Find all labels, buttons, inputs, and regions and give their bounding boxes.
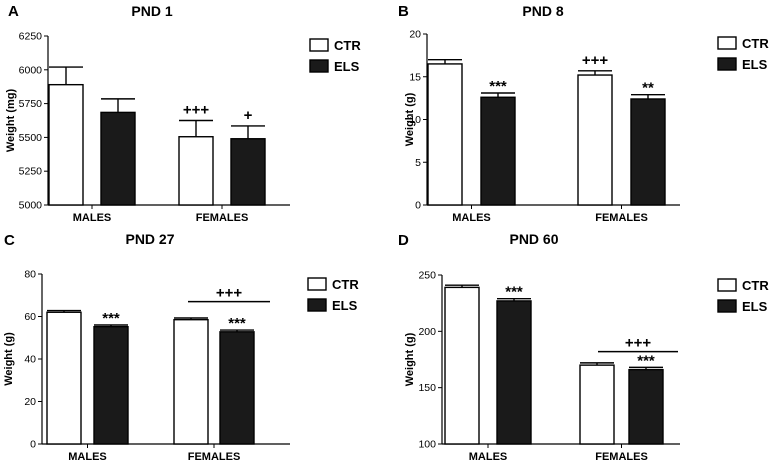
significance-annotation: **: [642, 80, 654, 97]
bar-ctr-females: [577, 74, 613, 206]
y-tick-label: 5750: [19, 98, 43, 110]
panel-letter: D: [398, 232, 409, 249]
y-tick-label: 150: [418, 382, 436, 394]
legend-swatch-els: [309, 59, 329, 73]
legend-swatch-ctr: [309, 38, 329, 52]
panel-letter: C: [4, 232, 15, 249]
y-tick-label: 20: [409, 29, 421, 41]
x-tick-label: MALES: [452, 212, 491, 224]
bar-els-males: [100, 111, 136, 206]
x-tick-label: FEMALES: [595, 212, 648, 224]
bracket-annotation: +++: [625, 335, 652, 352]
y-tick-label: 20: [24, 396, 36, 408]
significance-annotation: ***: [228, 315, 246, 332]
chart-panel-a: A PND 1 5000 5250 5500 5750 6000 6250 Weight (mg…: [5, 3, 361, 224]
significance-annotation: +: [244, 107, 253, 124]
bar-els-males: [480, 96, 516, 206]
chart-title: PND 60: [509, 231, 558, 247]
y-tick-label: 5250: [19, 166, 43, 178]
x-tick-label: FEMALES: [595, 451, 648, 462]
y-tick-label: 60: [24, 311, 36, 323]
y-tick-label: 6250: [19, 31, 43, 43]
legend-label-ctr: CTR: [334, 38, 361, 53]
x-tick-label: MALES: [73, 212, 112, 224]
y-tick-label: 5500: [19, 132, 43, 144]
legend-swatch-ctr: [717, 278, 737, 292]
significance-annotation: ***: [505, 284, 523, 301]
y-tick-label: 100: [418, 439, 436, 451]
bracket-annotation: +++: [216, 285, 243, 302]
legend-swatch-ctr: [307, 277, 327, 291]
bar-els-females: [628, 368, 664, 445]
x-tick-label: MALES: [469, 451, 508, 462]
y-tick-label: 5000: [19, 200, 43, 212]
y-tick-label: 80: [24, 269, 36, 281]
bar-els-males: [93, 326, 129, 445]
legend-swatch-els: [307, 298, 327, 312]
y-tick-label: 5: [415, 157, 421, 169]
y-axis-label: Weight (g): [404, 92, 416, 146]
significance-annotation: ***: [637, 352, 655, 369]
chart-title: PND 8: [522, 3, 563, 19]
legend-label-els: ELS: [334, 59, 360, 74]
panel-letter: A: [8, 3, 19, 20]
legend-label-els: ELS: [332, 298, 358, 313]
bar-els-females: [630, 98, 666, 206]
y-tick-label: 250: [418, 270, 436, 282]
x-tick-label: MALES: [68, 451, 107, 462]
x-tick-label: FEMALES: [188, 451, 241, 462]
bar-ctr-males: [427, 63, 463, 206]
bar-els-females: [219, 331, 255, 445]
bar-ctr-females: [178, 136, 214, 206]
panel-letter: B: [398, 3, 409, 20]
significance-annotation: +++: [183, 102, 210, 119]
significance-annotation: ***: [102, 310, 120, 327]
legend-swatch-ctr: [717, 36, 737, 50]
y-axis-label: Weight (g): [3, 332, 15, 386]
bar-ctr-females: [579, 364, 615, 445]
y-tick-label: 200: [418, 326, 436, 338]
y-tick-label: 0: [30, 439, 36, 451]
y-tick-label: 40: [24, 354, 36, 366]
bar-ctr-males: [444, 286, 480, 445]
y-tick-label: 0: [415, 200, 421, 212]
legend-label-ctr: CTR: [742, 36, 769, 51]
chart-panel-d: D PND 60 100 150 200 250 Weight (g) MALES FEMALE…: [398, 231, 769, 463]
significance-annotation: ***: [489, 78, 507, 95]
bar-ctr-females: [173, 318, 209, 445]
bar-ctr-males: [46, 311, 82, 445]
chart-panel-b: B PND 8 0 5 10 15 20 Weight (g) MALES FEMALES *** +…: [398, 3, 769, 224]
bar-ctr-males: [48, 83, 84, 206]
legend-label-ctr: CTR: [332, 277, 359, 292]
y-tick-label: 15: [409, 71, 421, 83]
x-tick-label: FEMALES: [196, 212, 249, 224]
legend-swatch-els: [717, 299, 737, 313]
legend-label-els: ELS: [742, 57, 768, 72]
chart-panel-c: C PND 27 0 20 40 60 80 Weight (g) MALES FEMALES **…: [3, 231, 359, 463]
y-tick-label: 6000: [19, 64, 43, 76]
significance-annotation: +++: [582, 52, 609, 69]
bar-els-males: [496, 300, 532, 445]
bar-els-females: [230, 138, 266, 206]
y-tick-label: 10: [409, 114, 421, 126]
y-axis-label: Weight (mg): [5, 88, 17, 152]
legend-label-els: ELS: [742, 299, 768, 314]
y-axis-label: Weight (g): [404, 332, 416, 386]
chart-title: PND 27: [125, 231, 174, 247]
legend-label-ctr: CTR: [742, 278, 769, 293]
legend-swatch-els: [717, 57, 737, 71]
chart-title: PND 1: [131, 3, 172, 19]
